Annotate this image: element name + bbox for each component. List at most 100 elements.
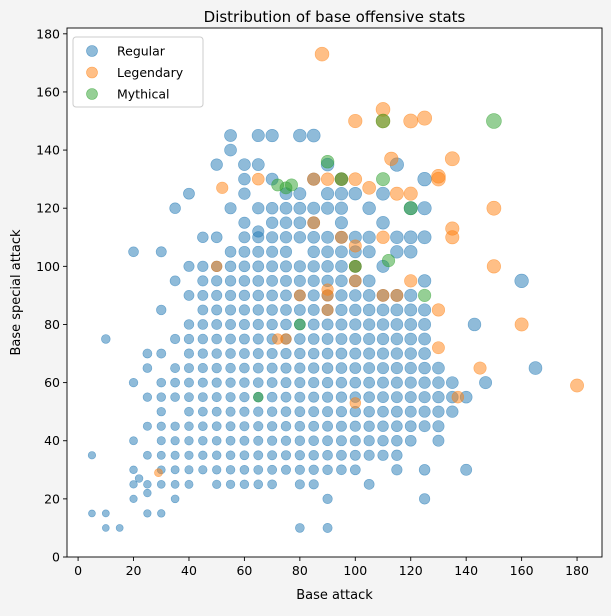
data-point (183, 260, 195, 272)
data-point (349, 333, 362, 346)
x-tick-label: 140 (454, 563, 478, 578)
data-point (142, 392, 153, 402)
data-point (404, 303, 418, 317)
y-tick-label: 140 (36, 143, 60, 158)
data-point (390, 391, 403, 404)
data-point (362, 230, 376, 244)
data-point (418, 332, 431, 346)
data-point (335, 230, 348, 244)
data-point (293, 274, 306, 287)
data-point (348, 239, 362, 253)
data-point (211, 421, 222, 432)
data-point (528, 361, 543, 375)
data-point (322, 493, 333, 504)
data-point (349, 303, 362, 317)
data-point (336, 464, 347, 476)
data-point (225, 392, 236, 403)
data-point (142, 421, 152, 431)
data-point (156, 421, 166, 431)
data-point (224, 260, 237, 273)
data-point (293, 216, 307, 230)
data-point (322, 406, 334, 418)
data-point (363, 362, 376, 375)
data-point (362, 289, 376, 302)
data-point (266, 289, 278, 302)
data-point (390, 303, 404, 317)
data-point (322, 523, 333, 533)
data-point (239, 435, 250, 446)
data-point (391, 449, 403, 461)
data-point (336, 449, 347, 461)
data-point (473, 361, 487, 375)
data-point (294, 391, 306, 403)
data-point (251, 158, 265, 171)
data-point (308, 362, 320, 374)
data-point (238, 260, 251, 273)
data-point (418, 405, 431, 418)
data-point (336, 435, 347, 447)
data-point (293, 260, 306, 273)
chart-title: Distribution of base offensive stats (204, 8, 466, 26)
data-point (377, 362, 390, 375)
data-point (197, 406, 208, 417)
data-point (225, 421, 236, 432)
data-point (376, 318, 390, 331)
data-point (432, 405, 445, 418)
data-point (349, 289, 362, 302)
data-point (197, 304, 209, 316)
data-point (253, 421, 264, 432)
data-point (451, 390, 465, 404)
data-point (129, 465, 138, 475)
data-point (293, 289, 306, 302)
data-point (252, 260, 265, 273)
data-point (391, 435, 403, 447)
legend-item-legendary: Legendary (86, 65, 184, 80)
data-point (266, 275, 278, 287)
data-point (156, 348, 167, 359)
data-point (183, 290, 195, 301)
data-point (308, 479, 319, 490)
data-point (267, 435, 278, 446)
data-point (307, 260, 320, 273)
data-point (308, 435, 319, 447)
data-point (210, 158, 223, 171)
data-point (349, 376, 362, 389)
x-tick-label: 100 (343, 563, 367, 578)
data-point (211, 333, 222, 345)
data-point (390, 332, 404, 346)
data-point (265, 216, 279, 229)
data-point (266, 245, 279, 258)
data-point (418, 420, 431, 433)
data-point (570, 378, 584, 393)
data-point (417, 172, 432, 187)
data-point (335, 420, 347, 432)
data-point (265, 201, 279, 215)
data-point (390, 288, 404, 302)
data-point (252, 231, 265, 244)
data-point (322, 449, 333, 461)
data-point (335, 347, 348, 360)
data-point (170, 479, 180, 489)
data-point (252, 362, 264, 374)
data-point (349, 435, 361, 447)
data-point (391, 420, 403, 432)
data-point (376, 347, 390, 360)
data-point (252, 202, 265, 215)
data-point (306, 128, 321, 143)
data-point (169, 202, 181, 214)
data-point (184, 392, 194, 402)
data-point (349, 464, 361, 476)
data-point (308, 464, 319, 475)
data-point (349, 318, 362, 331)
data-point (418, 347, 431, 360)
data-point (403, 186, 418, 201)
data-point (307, 245, 320, 259)
data-point (183, 348, 195, 359)
x-tick-label: 20 (126, 563, 142, 578)
data-point (293, 231, 307, 244)
x-axis-label: Base attack (296, 588, 373, 603)
data-point (294, 377, 306, 389)
data-point (363, 347, 376, 360)
data-point (142, 363, 153, 373)
